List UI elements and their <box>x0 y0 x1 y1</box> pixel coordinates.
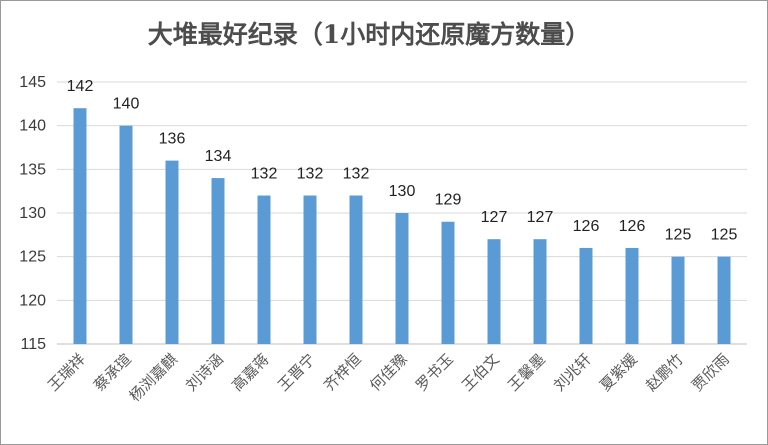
bar <box>717 256 731 344</box>
bar <box>211 178 225 344</box>
x-category-label: 赵鹏竹 <box>642 350 687 395</box>
bar <box>395 213 409 344</box>
data-label: 130 <box>389 183 416 200</box>
data-label: 140 <box>113 96 140 113</box>
bar <box>119 125 133 345</box>
x-category-label: 王瑞祥 <box>44 350 89 395</box>
x-category-label: 刘诗涵 <box>182 350 227 395</box>
y-tick-label: 135 <box>19 161 46 178</box>
x-category-label: 高嘉蒋 <box>228 350 273 395</box>
bar <box>625 247 639 344</box>
x-category-label: 王馨墨 <box>504 350 549 395</box>
data-label: 129 <box>435 192 462 209</box>
data-label: 125 <box>711 227 738 244</box>
bar <box>303 195 317 344</box>
x-category-label: 夏紫媛 <box>596 350 641 395</box>
bar <box>73 108 87 344</box>
data-label: 142 <box>67 78 94 95</box>
y-axis-ticks: 115 120 125 130 135 140 145 <box>19 74 46 353</box>
x-category-label: 何佳豫 <box>366 350 411 395</box>
data-label: 132 <box>343 166 370 183</box>
x-category-label: 王晋宁 <box>274 350 319 395</box>
bar <box>671 256 685 344</box>
chart-title: 大堆最好纪录（1小时内还原魔方数量） <box>148 20 590 49</box>
data-label: 126 <box>619 218 646 235</box>
bar <box>165 160 179 344</box>
x-category-label: 刘兆轩 <box>550 350 595 395</box>
data-label: 127 <box>481 209 508 226</box>
data-label: 132 <box>297 166 324 183</box>
y-tick-label: 120 <box>19 292 46 309</box>
bar <box>579 247 593 344</box>
bar <box>487 239 501 344</box>
y-tick-label: 140 <box>19 118 46 135</box>
x-category-label: 蔡承瑄 <box>90 350 135 395</box>
x-category-label: 贾欣雨 <box>688 350 733 395</box>
data-label: 132 <box>251 166 278 183</box>
data-label: 125 <box>665 227 692 244</box>
data-label: 127 <box>527 209 554 226</box>
y-tick-label: 115 <box>20 336 46 353</box>
x-category-label: 齐梓恒 <box>320 350 365 395</box>
data-labels: 142 140 136 134 132 132 132 130 129 127 127 126 126 1… <box>67 78 738 243</box>
bar <box>257 195 271 344</box>
data-label: 126 <box>573 218 600 235</box>
x-category-label: 杨浏嘉麒 <box>126 350 181 405</box>
x-category-label: 王伯文 <box>458 350 503 395</box>
bar <box>349 195 363 344</box>
data-label: 134 <box>205 148 232 165</box>
data-label: 136 <box>159 131 186 148</box>
bars <box>73 108 731 345</box>
bar <box>533 239 547 344</box>
y-tick-label: 130 <box>19 205 46 222</box>
bar <box>441 221 455 344</box>
y-tick-label: 145 <box>19 74 46 91</box>
y-tick-label: 125 <box>19 249 46 266</box>
x-category-label: 罗书玉 <box>412 350 457 395</box>
